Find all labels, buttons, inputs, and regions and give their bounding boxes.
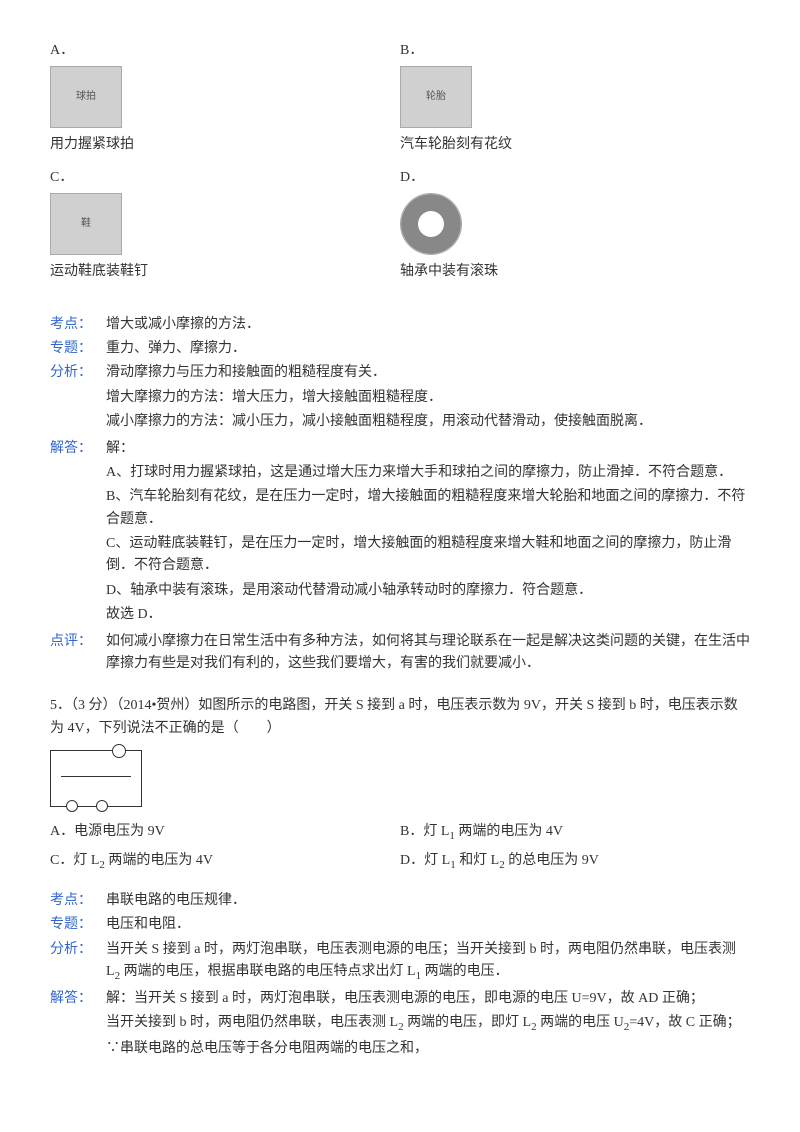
option-b-letter: B． xyxy=(400,40,750,62)
q5-option-b: B．灯 L1 两端的电压为 4V xyxy=(400,819,750,847)
kaodian-label: 考点： xyxy=(50,314,106,336)
shoe-image: 鞋 xyxy=(50,193,122,255)
jieda-body: 解： A、打球时用力握紧球拍，这是通过增大压力来增大手和球拍之间的摩擦力，防止滑… xyxy=(106,438,750,629)
option-d-caption: 轴承中装有滚珠 xyxy=(400,261,750,283)
racket-image: 球拍 xyxy=(50,66,122,128)
lamp-l1-icon xyxy=(66,800,78,812)
q4-zhuanti: 专题： 重力、弹力、摩擦力． xyxy=(50,338,750,360)
q5-fenxi: 分析： 当开关 S 接到 a 时，两灯泡串联，电压表测电源的电压；当开关接到 b… xyxy=(50,939,750,986)
zhuanti-body: 电压和电阻． xyxy=(106,914,750,936)
q5-option-c: C．灯 L2 两端的电压为 4V xyxy=(50,848,400,876)
dianping-label: 点评： xyxy=(50,631,106,676)
q4-fenxi: 分析： 滑动摩擦力与压力和接触面的粗糙程度有关． 增大摩擦力的方法：增大压力，增… xyxy=(50,362,750,435)
fenxi-label: 分析： xyxy=(50,362,106,435)
q4-dianping: 点评： 如何减小摩擦力在日常生活中有多种方法，如何将其与理论联系在一起是解决这类… xyxy=(50,631,750,676)
kaodian-body: 增大或减小摩擦的方法． xyxy=(106,314,750,336)
voltmeter-icon xyxy=(112,744,126,758)
option-d: D． 轴承中装有滚珠 xyxy=(400,167,750,284)
opt-letter: D． xyxy=(400,853,424,868)
kaodian-label: 考点： xyxy=(50,890,106,912)
jieda-label: 解答： xyxy=(50,988,106,1063)
zhuanti-body: 重力、弹力、摩擦力． xyxy=(106,338,750,360)
jieda-line: 解：当开关 S 接到 a 时，两灯泡串联，电压表测电源的电压，即电源的电压 U=… xyxy=(106,988,750,1010)
option-a-caption: 用力握紧球拍 xyxy=(50,134,400,156)
option-d-letter: D． xyxy=(400,167,750,189)
option-b-caption: 汽车轮胎刻有花纹 xyxy=(400,134,750,156)
fenxi-label: 分析： xyxy=(50,939,106,986)
fenxi-line: 增大摩擦力的方法：增大压力，增大接触面粗糙程度． xyxy=(106,387,750,409)
option-a: A． 球拍 用力握紧球拍 xyxy=(50,40,400,157)
q4-jieda: 解答： 解： A、打球时用力握紧球拍，这是通过增大压力来增大手和球拍之间的摩擦力… xyxy=(50,438,750,629)
tire-image: 轮胎 xyxy=(400,66,472,128)
zhuanti-label: 专题： xyxy=(50,338,106,360)
q5-options: A．电源电压为 9V B．灯 L1 两端的电压为 4V C．灯 L2 两端的电压… xyxy=(50,819,750,876)
jieda-line: C、运动鞋底装鞋钉，是在压力一定时，增大接触面的粗糙程度来增大鞋和地面之间的摩擦… xyxy=(106,533,750,578)
opt-letter: B． xyxy=(400,824,423,839)
zhuanti-label: 专题： xyxy=(50,914,106,936)
option-b: B． 轮胎 汽车轮胎刻有花纹 xyxy=(400,40,750,157)
option-c-caption: 运动鞋底装鞋钉 xyxy=(50,261,400,283)
jieda-line: 当开关接到 b 时，两电阻仍然串联，电压表测 L2 两端的电压，即灯 L2 两端… xyxy=(106,1012,750,1036)
opt-text: 电源电压为 9V xyxy=(74,824,165,839)
opt-letter: C． xyxy=(50,853,73,868)
opt-text: 灯 L2 两端的电压为 4V xyxy=(73,853,213,868)
opt-text: 灯 L1 和灯 L2 的总电压为 9V xyxy=(424,853,599,868)
q4-kaodian: 考点： 增大或减小摩擦的方法． xyxy=(50,314,750,336)
lamp-l2-icon xyxy=(96,800,108,812)
jieda-label: 解答： xyxy=(50,438,106,629)
option-c-letter: C． xyxy=(50,167,400,189)
jieda-line: 解： xyxy=(106,438,750,460)
jieda-line: 故选 D． xyxy=(106,604,750,626)
bearing-image xyxy=(400,193,462,255)
jieda-body: 解：当开关 S 接到 a 时，两灯泡串联，电压表测电源的电压，即电源的电压 U=… xyxy=(106,988,750,1063)
kaodian-body: 串联电路的电压规律． xyxy=(106,890,750,912)
q4-options: A． 球拍 用力握紧球拍 B． 轮胎 汽车轮胎刻有花纹 C． 鞋 运动鞋底装鞋钉… xyxy=(50,40,750,294)
fenxi-body: 当开关 S 接到 a 时，两灯泡串联，电压表测电源的电压；当开关接到 b 时，两… xyxy=(106,939,750,986)
fenxi-line: 减小摩擦力的方法：减小压力，减小接触面粗糙程度，用滚动代替滑动，使接触面脱离． xyxy=(106,411,750,433)
jieda-line: ∵串联电路的总电压等于各分电阻两端的电压之和， xyxy=(106,1038,750,1060)
opt-letter: A． xyxy=(50,824,74,839)
q5-option-d: D．灯 L1 和灯 L2 的总电压为 9V xyxy=(400,848,750,876)
option-a-letter: A． xyxy=(50,40,400,62)
q5-option-a: A．电源电压为 9V xyxy=(50,819,400,847)
option-c: C． 鞋 运动鞋底装鞋钉 xyxy=(50,167,400,284)
dianping-body: 如何减小摩擦力在日常生活中有多种方法，如何将其与理论联系在一起是解决这类问题的关… xyxy=(106,631,750,676)
q5-kaodian: 考点： 串联电路的电压规律． xyxy=(50,890,750,912)
fenxi-body: 滑动摩擦力与压力和接触面的粗糙程度有关． 增大摩擦力的方法：增大压力，增大接触面… xyxy=(106,362,750,435)
q5-stem: 5．（3 分）（2014•贺州）如图所示的电路图，开关 S 接到 a 时，电压表… xyxy=(50,695,750,740)
fenxi-line: 滑动摩擦力与压力和接触面的粗糙程度有关． xyxy=(106,362,750,384)
q5-zhuanti: 专题： 电压和电阻． xyxy=(50,914,750,936)
jieda-line: A、打球时用力握紧球拍，这是通过增大压力来增大手和球拍之间的摩擦力，防止滑掉．不… xyxy=(106,462,750,484)
jieda-line: B、汽车轮胎刻有花纹，是在压力一定时，增大接触面的粗糙程度来增大轮胎和地面之间的… xyxy=(106,486,750,531)
jieda-line: D、轴承中装有滚珠，是用滚动代替滑动减小轴承转动时的摩擦力．符合题意． xyxy=(106,580,750,602)
circuit-diagram xyxy=(50,750,142,807)
opt-text: 灯 L1 两端的电压为 4V xyxy=(423,824,563,839)
q5-jieda: 解答： 解：当开关 S 接到 a 时，两灯泡串联，电压表测电源的电压，即电源的电… xyxy=(50,988,750,1063)
